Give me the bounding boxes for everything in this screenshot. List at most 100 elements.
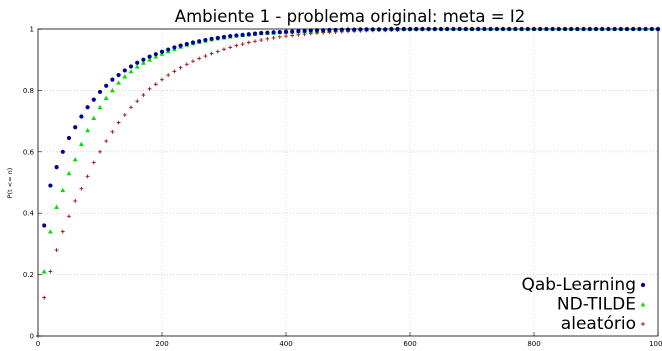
y-tick-label: 0 [30, 333, 34, 341]
data-point [290, 33, 295, 38]
chart-title: Ambiente 1 - problema original: meta = I… [175, 7, 525, 26]
y-tick-label: 0.2 [23, 271, 34, 279]
data-point [240, 42, 245, 46]
data-point [85, 174, 90, 179]
plot-frame [37, 28, 659, 337]
y-tick-label: 1 [30, 26, 34, 34]
data-point [221, 34, 227, 40]
x-tick-label: 600 [403, 340, 416, 348]
data-point [72, 157, 78, 162]
data-point [60, 187, 66, 193]
data-point [42, 295, 47, 300]
data-point [104, 83, 109, 88]
series-dot [42, 26, 661, 228]
data-point [66, 170, 72, 176]
x-axis-ticks: 0 200 400 600 800 1000 [36, 332, 662, 348]
data-point [159, 49, 165, 54]
data-point [122, 74, 128, 79]
data-point [128, 68, 134, 74]
data-point [277, 35, 282, 39]
data-point [129, 105, 133, 110]
data-point [339, 27, 344, 32]
data-point [240, 32, 245, 37]
x-tick-label: 0 [36, 340, 40, 348]
data-point [290, 29, 295, 34]
data-point [246, 40, 251, 45]
data-point [153, 82, 158, 87]
data-point [79, 186, 84, 191]
y-axis-ticks: 0 0.2 0.4 0.6 0.8 1 [23, 26, 42, 341]
data-point [246, 32, 251, 37]
data-point [54, 204, 59, 209]
data-point [97, 104, 103, 110]
x-tick-label: 800 [527, 340, 540, 348]
series-triangle [41, 26, 661, 274]
data-point [302, 28, 307, 33]
data-point [42, 223, 47, 228]
grid [38, 29, 658, 336]
y-tick-label: 0.4 [23, 210, 35, 218]
data-point [110, 77, 115, 82]
data-point [308, 28, 313, 33]
data-point [79, 141, 84, 147]
data-point [134, 64, 140, 69]
data-point [103, 95, 109, 100]
data-point [265, 36, 270, 41]
data-point [79, 114, 84, 119]
data-point [345, 27, 351, 32]
data-point [54, 165, 59, 170]
data-point [85, 105, 90, 110]
data-point [271, 30, 276, 35]
legend-marker [641, 322, 645, 326]
data-point [116, 120, 121, 125]
data-point [116, 80, 121, 85]
data-point [178, 43, 183, 48]
y-tick-label: 0.8 [23, 87, 34, 95]
data-point [54, 248, 59, 252]
data-point [166, 47, 171, 52]
data-point [91, 115, 97, 120]
legend-marker [640, 302, 646, 307]
data-point [234, 33, 239, 38]
data-point [215, 35, 220, 41]
data-point [166, 73, 171, 77]
data-point [184, 41, 189, 47]
data-point [122, 68, 127, 73]
data-point [147, 54, 152, 59]
data-point [110, 88, 115, 93]
data-point [259, 30, 264, 36]
data-point [190, 40, 196, 45]
y-axis-label: P(t <= n) [6, 168, 14, 199]
data-point [296, 29, 301, 34]
data-point [85, 127, 90, 133]
data-point [128, 64, 134, 69]
data-point [60, 229, 65, 234]
data-point [209, 51, 214, 56]
legend-label: aleatório [561, 314, 636, 334]
data-point [283, 29, 289, 34]
x-tick-label: 1000 [649, 340, 662, 348]
data-point [259, 38, 264, 42]
data-point [104, 139, 109, 143]
data-point [141, 93, 146, 97]
data-point [135, 99, 140, 104]
data-point [203, 54, 208, 58]
data-point [67, 214, 71, 219]
data-point [284, 34, 288, 38]
data-point [116, 72, 121, 78]
data-point [147, 86, 152, 91]
data-point [172, 69, 177, 74]
data-point [296, 32, 301, 37]
data-point [333, 27, 338, 33]
y-tick-label: 0.6 [23, 148, 35, 156]
data-point [327, 27, 332, 33]
data-point [110, 129, 115, 134]
data-point [178, 65, 183, 70]
data-point [122, 113, 127, 117]
data-point [265, 30, 270, 35]
data-point [48, 183, 53, 188]
data-point [209, 36, 214, 41]
data-point [197, 39, 202, 44]
